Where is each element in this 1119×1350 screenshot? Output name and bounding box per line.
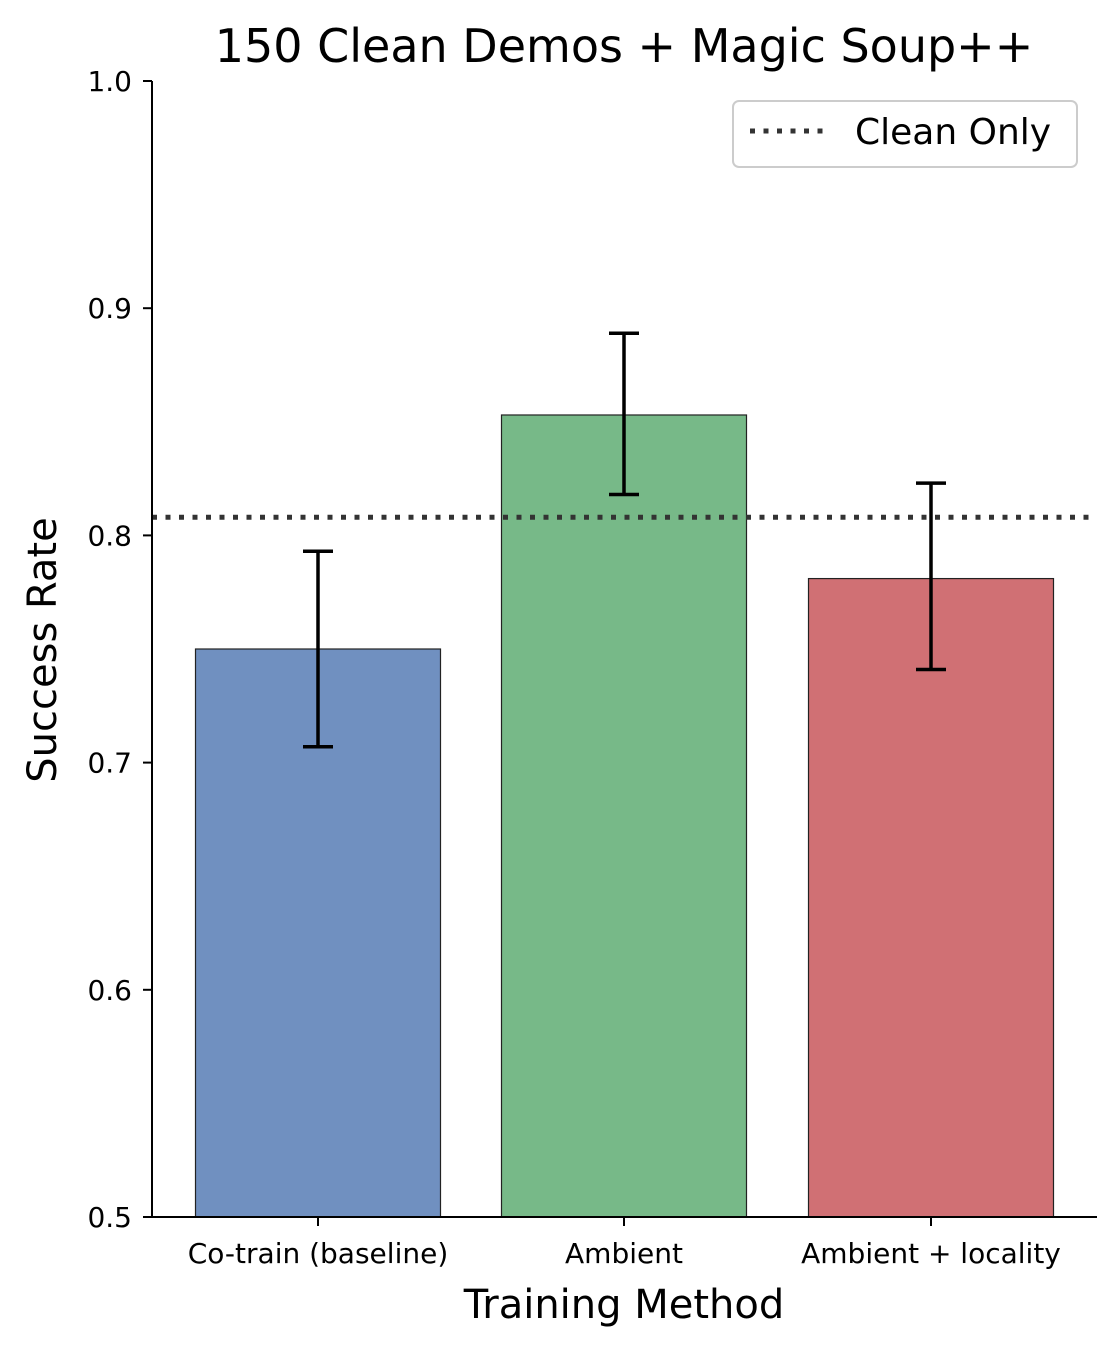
bars-layer	[194, 414, 1055, 1218]
error-bars-layer	[303, 331, 946, 749]
y-ticks: 0.5 0.6 0.7 0.8 0.9 1.0	[87, 65, 152, 1234]
legend-box	[732, 100, 1078, 168]
bar-1	[500, 414, 748, 1218]
x-tick-label: Ambient + locality	[801, 1237, 1061, 1270]
x-axis-label: Training Method	[463, 1282, 785, 1328]
x-tick-label: Ambient	[565, 1237, 683, 1270]
y-tick-label: 0.9	[87, 292, 132, 325]
y-tick-label: 0.6	[87, 974, 132, 1007]
y-tick-label: 1.0	[87, 65, 132, 98]
y-tick-label: 0.7	[87, 747, 132, 780]
legend-label-clean-only: Clean Only	[855, 112, 1051, 153]
y-tick-label: 0.8	[87, 519, 132, 552]
bar-2	[807, 577, 1055, 1218]
chart-title: 150 Clean Demos + Magic Soup++	[215, 19, 1034, 73]
x-tick-label: Co-train (baseline)	[188, 1237, 449, 1270]
legend: Clean Only	[732, 100, 1078, 168]
x-ticks: Co-train (baseline) Ambient Ambient + loca…	[188, 1217, 1061, 1270]
y-tick-label: 0.5	[87, 1201, 132, 1234]
y-axis-label: Success Rate	[20, 517, 66, 782]
